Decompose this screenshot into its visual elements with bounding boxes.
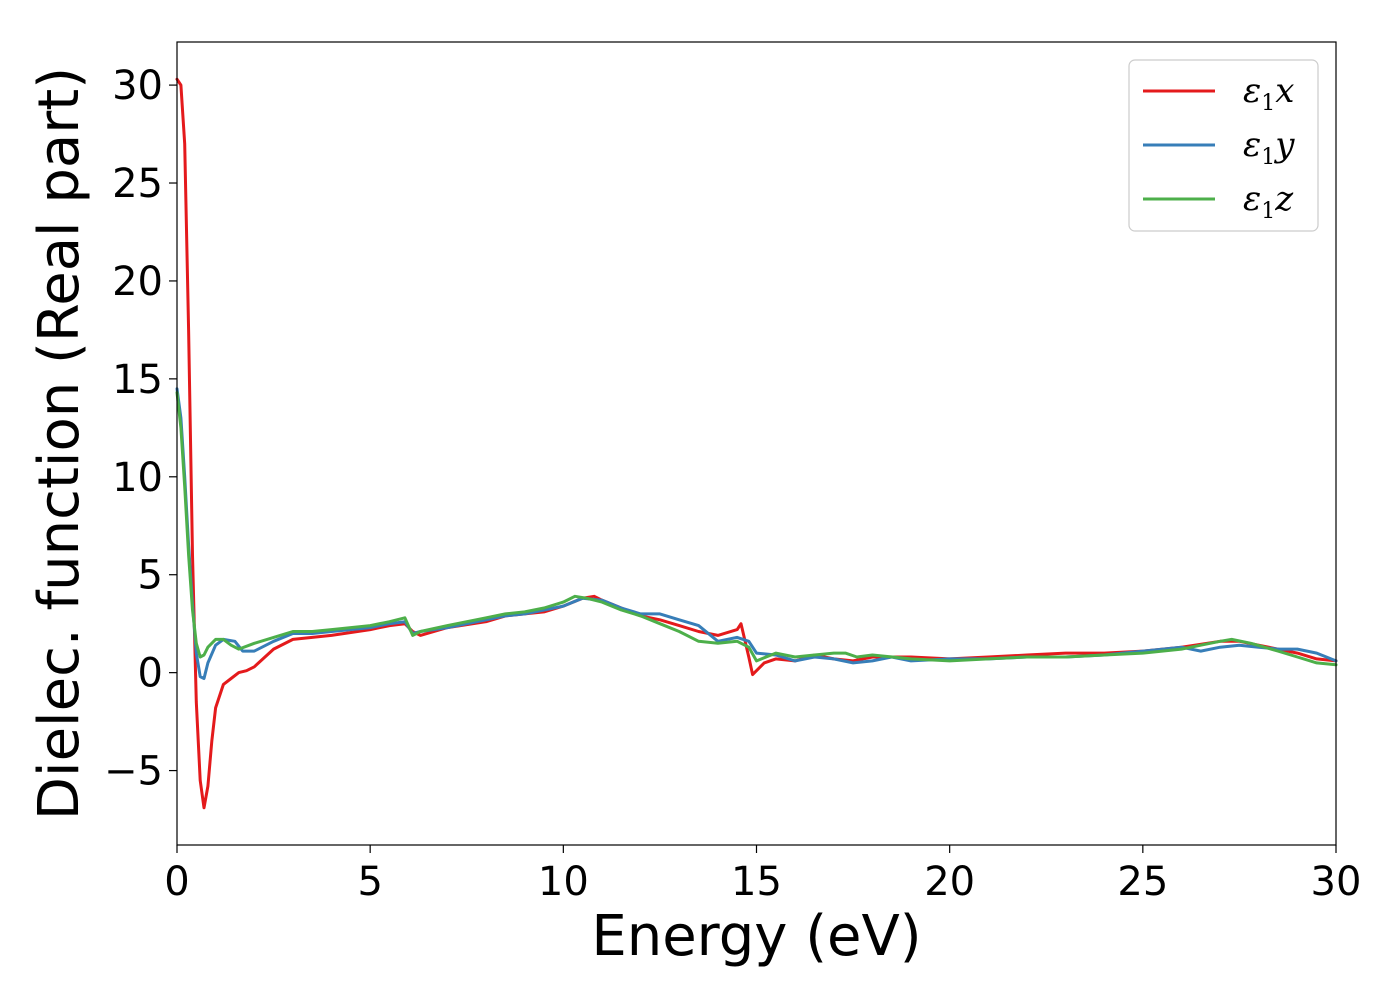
legend-items: ε1x ε1y ε1z xyxy=(1143,71,1295,224)
y-axis-title: Dielec. function (Real part) xyxy=(27,67,92,820)
legend-label-x: ε1x xyxy=(1243,71,1294,116)
x-axis-title: Energy (eV) xyxy=(591,904,921,969)
tick-layer: 0 5 10 15 20 25 30 −5 0 5 10 15 20 25 30 xyxy=(104,63,1361,905)
y-tick-label: 0 xyxy=(138,651,163,697)
y-tick-label: 15 xyxy=(112,357,163,403)
x-tick-label: 25 xyxy=(1117,859,1168,905)
series-line-y xyxy=(175,387,1338,680)
x-tick-label: 5 xyxy=(357,859,382,905)
series-line-x xyxy=(175,77,1338,810)
x-tick-label: 30 xyxy=(1311,859,1362,905)
series-layer xyxy=(175,77,1338,810)
y-tick-label: 20 xyxy=(112,259,163,305)
y-tick-label: 25 xyxy=(112,161,163,207)
y-tick-label: −5 xyxy=(104,749,163,795)
x-tick-label: 15 xyxy=(731,859,782,905)
x-tick-label: 10 xyxy=(538,859,589,905)
legend-label-z: ε1z xyxy=(1243,179,1294,224)
series-line-z xyxy=(175,391,1338,667)
x-tick-label: 20 xyxy=(924,859,975,905)
plot-frame xyxy=(176,41,1337,846)
x-tick-label: 0 xyxy=(164,859,189,905)
legend-box xyxy=(1128,59,1319,232)
legend: ε1x ε1y ε1z xyxy=(1128,59,1319,232)
legend-label-y: ε1y xyxy=(1243,125,1295,170)
y-tick-label: 30 xyxy=(112,63,163,109)
y-tick-label: 5 xyxy=(138,553,163,599)
y-tick-label: 10 xyxy=(112,455,163,501)
